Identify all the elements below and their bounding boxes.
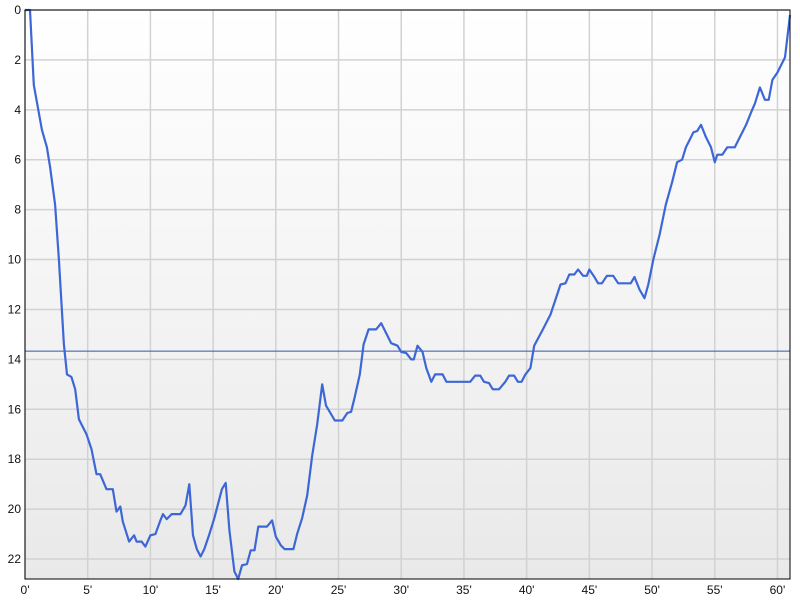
y-tick-label: 12: [8, 302, 22, 316]
x-tick-label: 25': [331, 583, 347, 597]
plot-area: [25, 10, 790, 579]
y-tick-label: 0: [14, 3, 21, 17]
x-tick-label: 55': [707, 583, 723, 597]
x-tick-label: 40': [519, 583, 535, 597]
y-tick-label: 18: [8, 452, 22, 466]
x-tick-label: 10': [143, 583, 159, 597]
y-tick-label: 4: [14, 103, 21, 117]
y-tick-label: 2: [14, 53, 21, 67]
y-tick-label: 10: [8, 253, 22, 267]
x-tick-label: 50': [644, 583, 660, 597]
x-tick-label: 15': [205, 583, 221, 597]
y-tick-label: 16: [8, 402, 22, 416]
y-tick-label: 8: [14, 203, 21, 217]
x-tick-label: 60': [770, 583, 786, 597]
y-tick-label: 14: [8, 352, 22, 366]
x-tick-label: 35': [456, 583, 472, 597]
x-tick-label: 5': [83, 583, 92, 597]
y-tick-label: 20: [8, 502, 22, 516]
x-tick-label: 30': [393, 583, 409, 597]
y-tick-label: 22: [8, 552, 22, 566]
plot-border: [24, 9, 791, 580]
tick-labels: 0' 5' 10' 15' 20' 25' 30' 35' 40' 45' 50' 55' 60' 0 2 4…: [8, 3, 786, 597]
x-tick-label: 20': [268, 583, 284, 597]
depth-series-line: [25, 8, 792, 581]
x-tick-label: 45': [582, 583, 598, 597]
x-tick-label: 0': [21, 583, 30, 597]
y-tick-label: 6: [14, 153, 21, 167]
